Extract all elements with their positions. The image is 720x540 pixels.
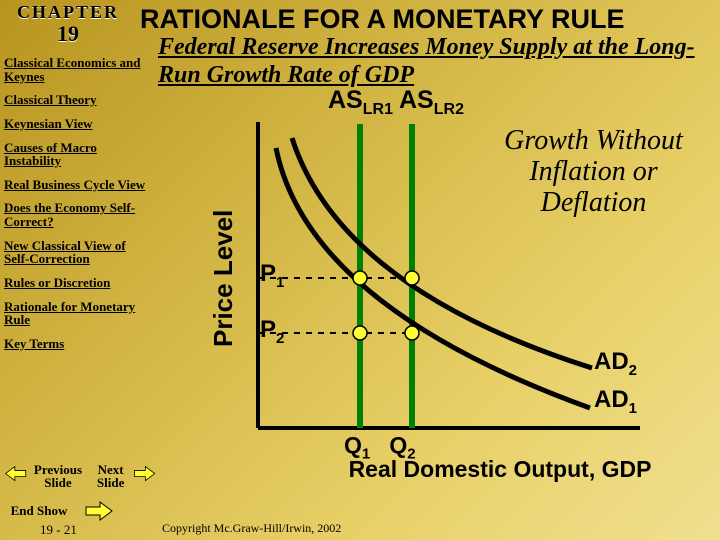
slide-nav: Previous Slide Next Slide: [4, 463, 156, 490]
next-slide-label: Next Slide: [89, 463, 133, 490]
p2-label: P2: [260, 316, 284, 347]
next-slide-button[interactable]: [133, 465, 156, 487]
end-show-label: End Show: [4, 504, 74, 518]
page-subtitle: Federal Reserve Increases Money Supply a…: [158, 34, 714, 89]
slide-page: CHAPTER 19 RATIONALE FOR A MONETARY RULE…: [0, 0, 720, 540]
ad2-label: AD2: [594, 348, 637, 379]
end-show-button[interactable]: [84, 500, 114, 522]
sidebar-item[interactable]: Rationale for Monetary Rule: [4, 300, 154, 327]
sidebar-item[interactable]: Causes of Macro Instability: [4, 141, 154, 168]
copyright: Copyright Mc.Graw-Hill/Irwin, 2002: [162, 521, 341, 536]
x-axis-label: Real Domestic Output, GDP: [300, 456, 700, 498]
economics-chart: Price Level ASLR1 ASLR2 Growth Without I…: [200, 108, 700, 498]
prev-slide-button[interactable]: [4, 465, 27, 487]
p1-label: P1: [260, 260, 284, 291]
prev-slide-label: Previous Slide: [27, 463, 88, 490]
sidebar-item[interactable]: New Classical View of Self-Correction: [4, 239, 154, 266]
page-title: RATIONALE FOR A MONETARY RULE: [140, 4, 716, 35]
sidebar-item[interactable]: Keynesian View: [4, 117, 154, 131]
sidebar-item[interactable]: Rules or Discretion: [4, 276, 154, 290]
sidebar-item[interactable]: Real Business Cycle View: [4, 178, 154, 192]
sidebar-nav: Classical Economics and Keynes Classical…: [4, 56, 154, 361]
chapter-number: 19: [8, 21, 128, 47]
chapter-badge: CHAPTER 19: [8, 2, 128, 50]
sidebar-item[interactable]: Classical Theory: [4, 93, 154, 107]
sidebar-item[interactable]: Classical Economics and Keynes: [4, 56, 154, 83]
end-show-row: End Show: [4, 500, 156, 522]
ad1-label: AD1: [594, 386, 637, 417]
slide-number: 19 - 21: [40, 522, 77, 538]
sidebar-item[interactable]: Key Terms: [4, 337, 154, 351]
chapter-arc-text: CHAPTER: [8, 2, 128, 23]
sidebar-item[interactable]: Does the Economy Self-Correct?: [4, 201, 154, 228]
